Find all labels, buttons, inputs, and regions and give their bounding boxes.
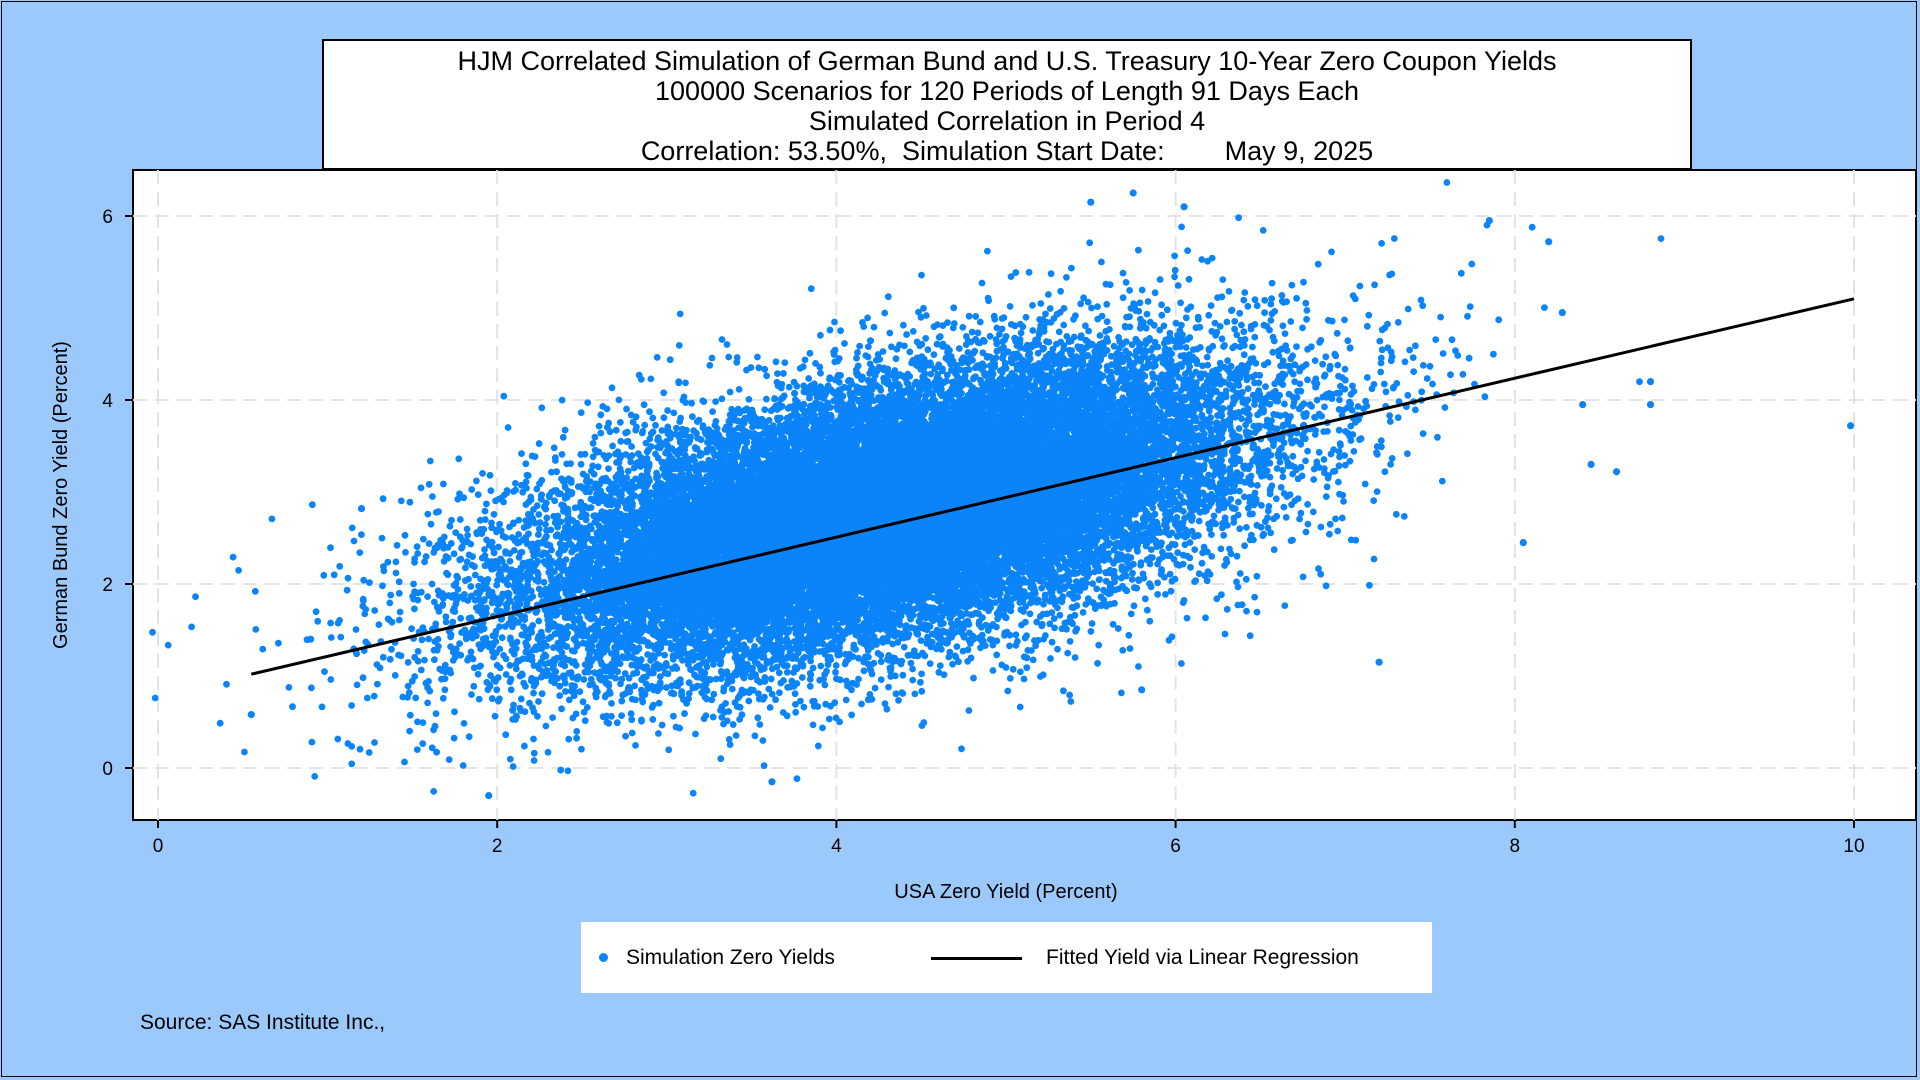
scatter-point-cloud: [149, 179, 1665, 797]
scatter-point-outlier-2: [1646, 378, 1655, 386]
y-tick-label-0: 0: [102, 759, 113, 780]
scatter-point-outlier-4: [1612, 468, 1621, 476]
x-tick-label-8: 8: [1510, 836, 1521, 857]
scatter-outliers: [247, 189, 1855, 800]
chart-title-line-1: HJM Correlated Simulation of German Bund…: [457, 46, 1557, 76]
scatter-point-outlier-18: [357, 504, 366, 513]
scatter-point-outlier-9: [1519, 539, 1527, 547]
scatter-points: [149, 179, 1665, 797]
x-tick-label-6: 6: [1170, 836, 1181, 857]
scatter-point-outlier-10: [1485, 217, 1493, 225]
y-tick-label-6: 6: [102, 207, 113, 228]
legend-label-fit: Fitted Yield via Linear Regression: [1046, 946, 1359, 969]
x-tick-label-10: 10: [1843, 836, 1864, 857]
y-tick-label-2: 2: [102, 575, 113, 596]
scatter-point-outlier-8: [1558, 309, 1566, 317]
scatter-point-outlier-15: [485, 792, 493, 800]
x-axis-label: USA Zero Yield (Percent): [894, 881, 1117, 903]
fitted-line-group: [250, 297, 1855, 676]
scatter-point-outlier-14: [1180, 203, 1188, 211]
x-tick-label-4: 4: [831, 836, 842, 857]
scatter-point-outlier-19: [307, 635, 315, 643]
y-tick-label-4: 4: [102, 391, 113, 412]
chart-title-line-2: 100000 Scenarios for 120 Periods of Leng…: [655, 76, 1359, 106]
scatter-point-outlier-12: [1129, 189, 1137, 197]
chart-title-line-4: Correlation: 53.50%, Simulation Start Da…: [640, 136, 1374, 166]
axes: 0 2 4 6 8 10 0 2 4 6: [102, 207, 1864, 857]
x-tick-label-0: 0: [153, 836, 164, 857]
legend-scatter-marker: [599, 953, 608, 962]
legend: Simulation Zero Yields Fitted Yield via …: [581, 922, 1432, 993]
scatter-point-outlier-3: [1646, 401, 1655, 409]
fitted-regression-line: [250, 297, 1855, 676]
scatter-point-outlier-1: [1847, 422, 1855, 430]
scatter-point-outlier-11: [1375, 658, 1383, 666]
x-tick-label-2: 2: [492, 836, 503, 857]
scatter-point-outlier-6: [1579, 401, 1587, 409]
scatter-point-outlier-0: [247, 711, 255, 719]
scatter-point-outlier-5: [1587, 460, 1595, 468]
chart-title-line-3: Simulated Correlation in Period 4: [808, 106, 1206, 136]
scatter-point-outlier-17: [1138, 686, 1146, 694]
scatter-point-outlier-7: [1545, 238, 1553, 246]
legend-label-scatter: Simulation Zero Yields: [626, 946, 835, 969]
legend-line-marker: [931, 957, 1022, 960]
scatter-point-outlier-16: [768, 778, 776, 786]
source-note: Source: SAS Institute Inc.,: [140, 1011, 386, 1034]
scatter-point-outlier-13: [1087, 198, 1095, 206]
y-axis-label: German Bund Zero Yield (Percent): [50, 341, 72, 649]
